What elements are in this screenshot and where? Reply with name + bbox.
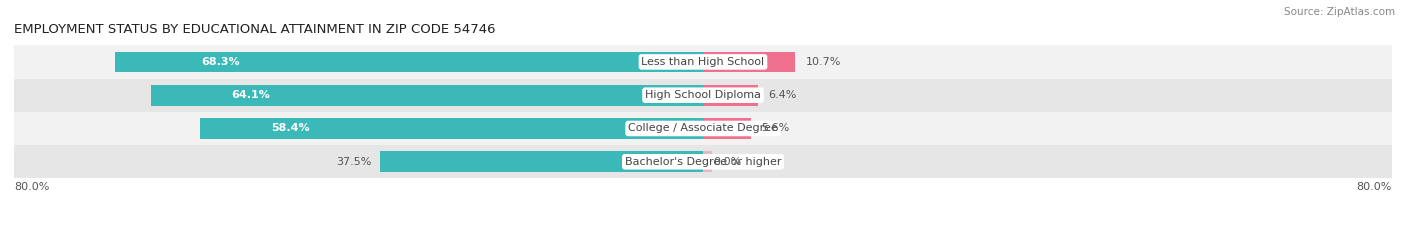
Bar [703, 51, 796, 72]
Bar [14, 79, 1392, 112]
Bar [703, 85, 758, 106]
Bar [150, 85, 703, 106]
Bar [14, 145, 1392, 178]
Text: 64.1%: 64.1% [231, 90, 270, 100]
Bar [200, 118, 703, 139]
Text: 58.4%: 58.4% [271, 123, 309, 134]
Text: Source: ZipAtlas.com: Source: ZipAtlas.com [1284, 7, 1395, 17]
Text: 6.4%: 6.4% [769, 90, 797, 100]
Bar [14, 112, 1392, 145]
Text: College / Associate Degree: College / Associate Degree [628, 123, 778, 134]
Bar [703, 118, 751, 139]
Bar [115, 51, 703, 72]
Bar [703, 151, 711, 172]
Bar [14, 45, 1392, 79]
Text: 80.0%: 80.0% [1357, 182, 1392, 192]
Text: Bachelor's Degree or higher: Bachelor's Degree or higher [624, 157, 782, 167]
Text: 80.0%: 80.0% [14, 182, 49, 192]
Text: 10.7%: 10.7% [806, 57, 841, 67]
Text: EMPLOYMENT STATUS BY EDUCATIONAL ATTAINMENT IN ZIP CODE 54746: EMPLOYMENT STATUS BY EDUCATIONAL ATTAINM… [14, 23, 495, 36]
Text: 5.6%: 5.6% [762, 123, 790, 134]
Text: High School Diploma: High School Diploma [645, 90, 761, 100]
Text: 37.5%: 37.5% [336, 157, 371, 167]
Text: 0.0%: 0.0% [713, 157, 741, 167]
Text: 68.3%: 68.3% [201, 57, 240, 67]
Bar [380, 151, 703, 172]
Text: Less than High School: Less than High School [641, 57, 765, 67]
